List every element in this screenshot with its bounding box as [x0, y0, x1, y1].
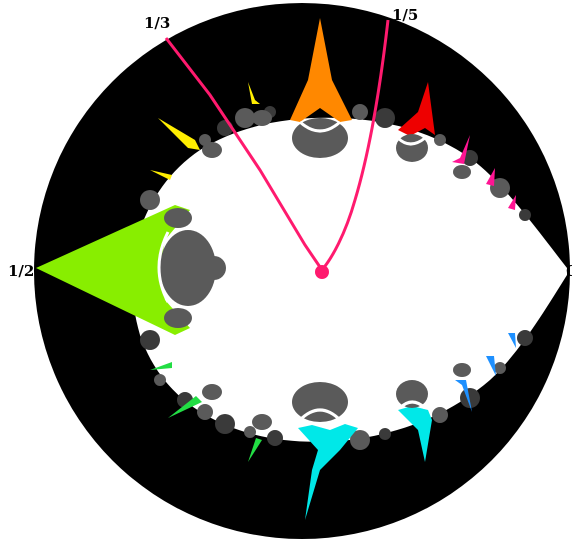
wake-lower-green-2 — [248, 438, 262, 462]
fringe-dot — [350, 430, 370, 450]
julia-blob — [292, 382, 348, 422]
julia-blob — [160, 230, 216, 306]
julia-blob — [202, 142, 222, 158]
julia-blob — [453, 363, 471, 377]
julia-blob — [202, 384, 222, 400]
wake-upper-magenta-2 — [486, 168, 495, 186]
fringe-dot — [352, 104, 368, 120]
external-ray-1-3 — [164, 37, 324, 271]
fringe-dot — [140, 190, 160, 210]
julia-blob — [252, 110, 272, 126]
main-interior-region — [131, 117, 567, 442]
julia-blob — [164, 308, 192, 328]
wake-lower-cyan — [298, 424, 358, 520]
julia-blob — [396, 380, 428, 408]
fringe-dot — [379, 428, 391, 440]
fringe-dot — [517, 330, 533, 346]
label-one-half: 1/2 — [8, 262, 34, 280]
fringe-dot — [140, 330, 160, 350]
label-one-fifth: 1/5 — [392, 6, 418, 24]
julia-blob — [453, 165, 471, 179]
fringe-dot — [434, 134, 446, 146]
fringe-dot — [432, 407, 448, 423]
external-ray-1-5 — [320, 19, 390, 271]
center-point — [315, 265, 329, 279]
label-one-third: 1/3 — [144, 14, 170, 32]
julia-blob — [202, 256, 226, 280]
wake-half — [36, 205, 190, 335]
wake-upper-yellow-2 — [248, 82, 260, 104]
fringe-dot — [375, 108, 395, 128]
wake-upper-magenta-3 — [508, 195, 516, 210]
wake-third — [290, 18, 352, 122]
wake-lower-green-1 — [168, 396, 202, 418]
blob-curls — [157, 120, 427, 422]
wake-lower-green-3 — [150, 362, 172, 370]
fringe-dot — [267, 430, 283, 446]
fringe-dot — [494, 362, 506, 374]
julia-blobs — [160, 110, 471, 430]
label-zero: 0 — [566, 262, 572, 280]
fringe-dot — [244, 426, 256, 438]
fringe-dot — [154, 374, 166, 386]
wake-lower-blue-2 — [486, 356, 496, 376]
wake-lower-blue-1 — [455, 380, 472, 412]
fringe-dot — [215, 414, 235, 434]
wake-upper-yellow-3 — [150, 170, 172, 180]
fringe-dot — [490, 178, 510, 198]
wake-lower-blue-3 — [508, 333, 516, 348]
fringe-dot — [235, 108, 255, 128]
wake-fifth — [398, 82, 435, 136]
wake-upper-yellow-1 — [158, 118, 200, 150]
julia-blob — [252, 414, 272, 430]
wake-upper-magenta-1 — [452, 135, 470, 164]
fringe-dot — [519, 209, 531, 221]
fringe-dot — [197, 404, 213, 420]
julia-blob — [164, 208, 192, 228]
wake-lower-cyan-small — [398, 406, 432, 462]
